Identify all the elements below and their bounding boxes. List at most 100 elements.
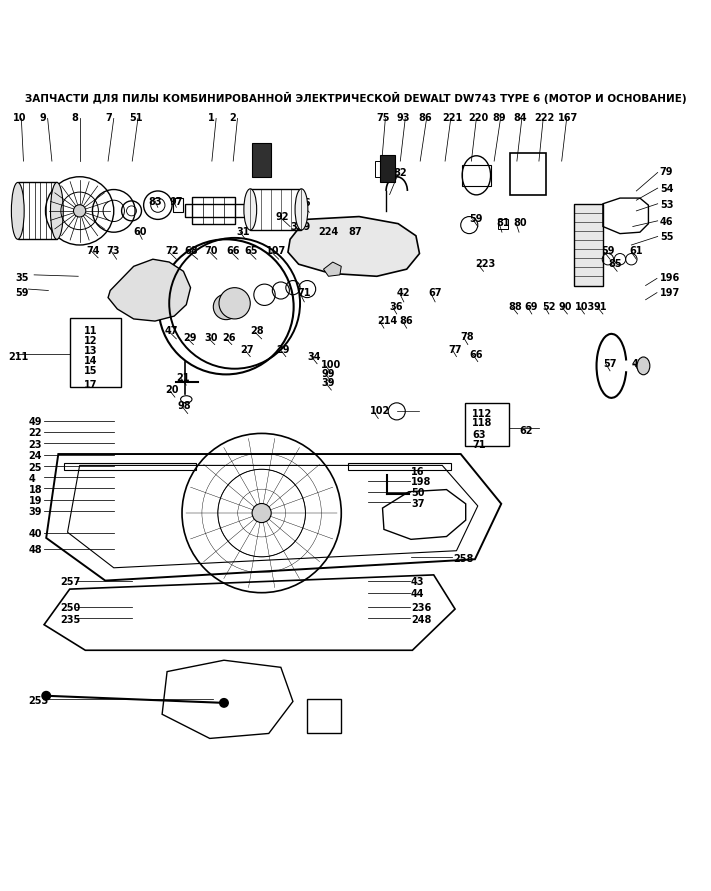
Bar	[252, 143, 271, 177]
Text: 107: 107	[266, 247, 286, 257]
Text: 220: 220	[468, 113, 488, 123]
Text: 87: 87	[348, 226, 362, 236]
Circle shape	[42, 691, 50, 700]
Bar	[173, 198, 183, 212]
Circle shape	[220, 699, 228, 707]
Text: 29: 29	[183, 333, 197, 343]
Text: 66: 66	[469, 349, 483, 359]
Text: 221: 221	[442, 113, 462, 123]
Text: 224: 224	[319, 226, 338, 236]
Text: 100: 100	[321, 360, 341, 370]
Text: 11: 11	[84, 326, 97, 336]
Text: 71: 71	[297, 288, 311, 298]
Polygon shape	[108, 259, 191, 321]
Text: 59: 59	[601, 247, 614, 257]
Text: 167: 167	[558, 113, 578, 123]
Text: 4: 4	[28, 474, 35, 484]
Text: 28: 28	[250, 326, 264, 336]
Bar	[70, 317, 121, 388]
Text: 103: 103	[574, 302, 594, 312]
Text: 42: 42	[397, 288, 410, 298]
Text: 1: 1	[208, 113, 214, 123]
Text: 82: 82	[393, 168, 407, 178]
Text: 235: 235	[60, 615, 80, 625]
Text: 72: 72	[165, 247, 178, 257]
Text: 44: 44	[411, 589, 424, 599]
Text: 248: 248	[411, 615, 432, 625]
Text: 53: 53	[660, 200, 673, 210]
Text: 51: 51	[252, 147, 266, 157]
Text: 62: 62	[519, 426, 533, 436]
Ellipse shape	[637, 357, 650, 375]
Text: 71: 71	[472, 440, 486, 450]
Text: 10: 10	[13, 113, 26, 123]
Text: 99: 99	[321, 369, 335, 379]
Text: 16: 16	[411, 467, 424, 477]
Text: 92: 92	[276, 212, 289, 222]
Text: 88: 88	[508, 302, 522, 312]
Text: 78: 78	[461, 331, 474, 342]
Text: 73: 73	[107, 247, 120, 257]
Text: 75: 75	[377, 113, 390, 123]
Bar	[64, 463, 196, 470]
Text: 60: 60	[134, 226, 147, 236]
Text: 76: 76	[297, 198, 311, 208]
Text: 198: 198	[411, 478, 432, 487]
Bar	[465, 403, 509, 446]
Text: 253: 253	[28, 696, 48, 706]
Text: 84: 84	[513, 113, 527, 123]
Text: 27: 27	[240, 345, 254, 355]
Text: 67: 67	[428, 288, 442, 298]
Text: 35: 35	[16, 274, 29, 283]
Text: 97: 97	[169, 197, 183, 207]
Text: 118: 118	[472, 419, 493, 429]
Bar	[307, 699, 341, 733]
Text: 81: 81	[496, 218, 510, 228]
Text: 43: 43	[411, 577, 424, 587]
Bar	[250, 189, 301, 230]
Circle shape	[73, 205, 86, 217]
Text: 57: 57	[603, 359, 616, 369]
Text: 86: 86	[418, 113, 432, 123]
Polygon shape	[324, 262, 341, 276]
Bar	[192, 198, 235, 225]
Text: 89: 89	[492, 113, 506, 123]
Text: 90: 90	[558, 302, 572, 312]
Bar	[510, 152, 546, 195]
Text: 17: 17	[84, 380, 97, 390]
Text: 258: 258	[454, 553, 474, 564]
Text: 214: 214	[377, 316, 397, 326]
Ellipse shape	[50, 183, 63, 240]
Text: 49: 49	[28, 417, 42, 427]
Bar	[185, 204, 252, 217]
Text: 23: 23	[28, 440, 42, 450]
Text: 98: 98	[178, 402, 191, 412]
Text: 39: 39	[28, 507, 42, 518]
Text: 77: 77	[448, 345, 461, 355]
Text: 83: 83	[148, 197, 161, 207]
Text: 50: 50	[411, 488, 424, 498]
Text: 93: 93	[397, 113, 410, 123]
Text: 18: 18	[28, 485, 42, 495]
Text: 79: 79	[660, 167, 673, 176]
Text: 34: 34	[307, 352, 321, 362]
Text: 250: 250	[60, 603, 80, 613]
Text: 39: 39	[321, 378, 335, 388]
Text: 2: 2	[229, 113, 235, 123]
Text: 19: 19	[28, 496, 42, 506]
Text: 20: 20	[165, 385, 178, 395]
Text: 196: 196	[660, 274, 680, 283]
Text: 59: 59	[16, 288, 29, 298]
Text: 13: 13	[84, 346, 97, 356]
Text: 68: 68	[185, 247, 198, 257]
Ellipse shape	[244, 189, 257, 230]
Text: 12: 12	[84, 336, 97, 346]
Text: 14: 14	[84, 356, 97, 366]
Text: 257: 257	[60, 577, 80, 587]
Text: 51: 51	[129, 113, 143, 123]
Bar	[574, 204, 603, 285]
Text: 36: 36	[390, 302, 403, 312]
Text: 66: 66	[226, 247, 240, 257]
Text: 9: 9	[39, 113, 46, 123]
Text: 222: 222	[535, 113, 555, 123]
